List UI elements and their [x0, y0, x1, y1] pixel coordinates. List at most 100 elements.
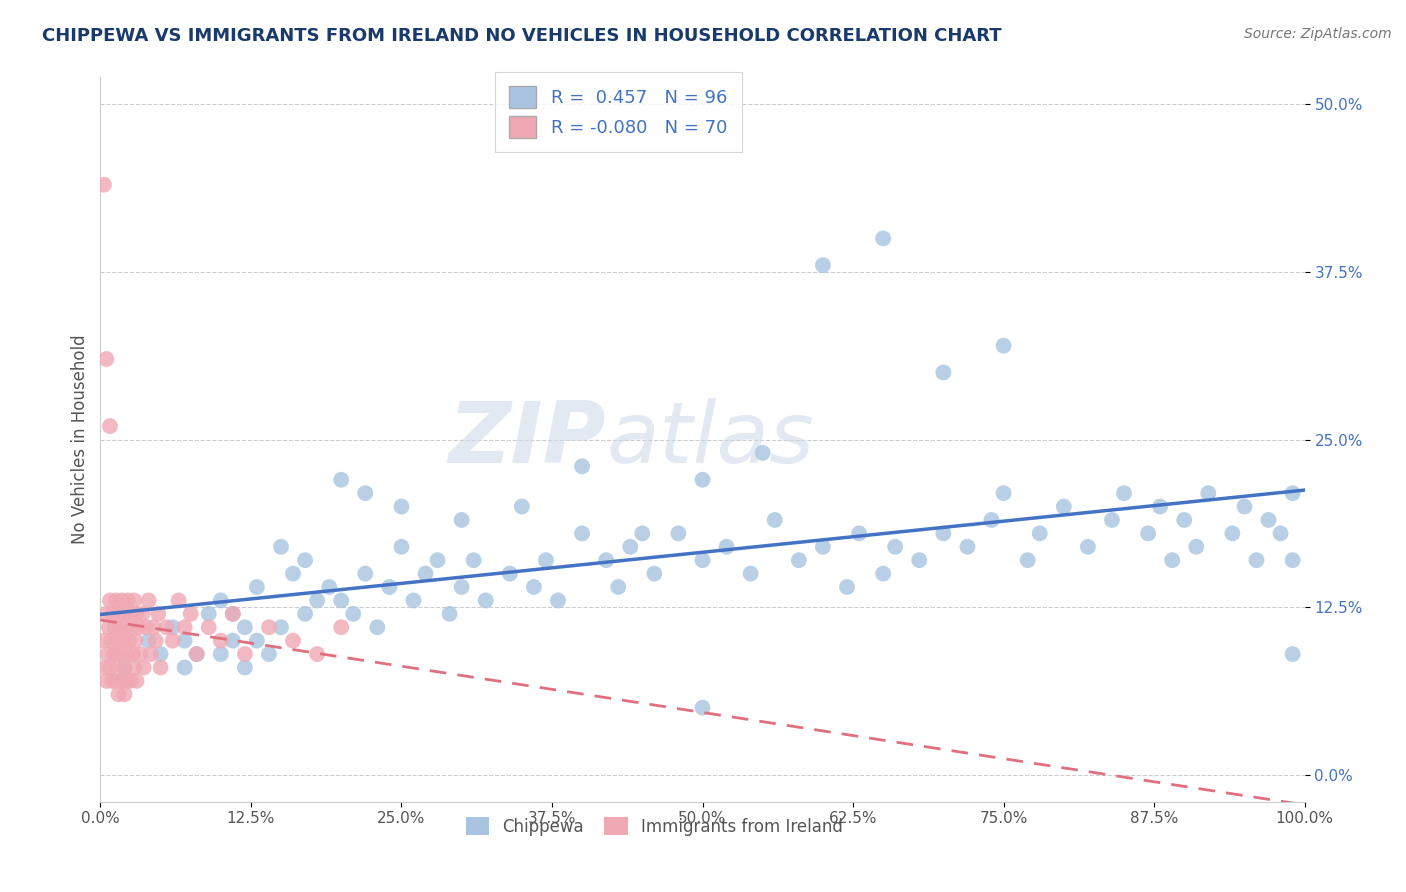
Point: [439, 607, 461, 621]
Point: [980, 513, 1002, 527]
Point: [1149, 500, 1171, 514]
Point: [114, 620, 136, 634]
Point: [115, 647, 138, 661]
Point: [270, 540, 292, 554]
Point: [415, 566, 437, 581]
Point: [138, 633, 160, 648]
Point: [122, 647, 145, 661]
Point: [342, 607, 364, 621]
Point: [122, 660, 145, 674]
Point: [233, 647, 256, 661]
Point: [129, 647, 152, 661]
Point: [872, 231, 894, 245]
Point: [692, 553, 714, 567]
Point: [884, 540, 907, 554]
Point: [209, 633, 232, 648]
Point: [114, 607, 136, 621]
Point: [107, 660, 129, 674]
Point: [110, 647, 132, 661]
Point: [105, 633, 128, 648]
Point: [450, 580, 472, 594]
Point: [330, 620, 353, 634]
Point: [631, 526, 654, 541]
Point: [1281, 553, 1303, 567]
Point: [145, 633, 167, 648]
Point: [463, 553, 485, 567]
Point: [246, 633, 269, 648]
Y-axis label: No Vehicles in Household: No Vehicles in Household: [72, 334, 89, 544]
Point: [307, 647, 329, 661]
Point: [167, 593, 190, 607]
Point: [908, 553, 931, 567]
Point: [114, 660, 136, 674]
Point: [122, 593, 145, 607]
Point: [1270, 526, 1292, 541]
Point: [98, 419, 121, 434]
Point: [787, 553, 810, 567]
Point: [120, 673, 142, 688]
Point: [173, 620, 195, 634]
Point: [281, 633, 304, 648]
Point: [103, 647, 125, 661]
Point: [643, 566, 665, 581]
Point: [108, 620, 131, 634]
Point: [111, 593, 134, 607]
Point: [1028, 526, 1050, 541]
Point: [118, 633, 141, 648]
Point: [1137, 526, 1160, 541]
Point: [104, 673, 127, 688]
Text: ZIP: ZIP: [449, 398, 606, 481]
Point: [139, 647, 162, 661]
Point: [94, 660, 117, 674]
Point: [848, 526, 870, 541]
Point: [107, 687, 129, 701]
Point: [120, 607, 142, 621]
Point: [197, 607, 219, 621]
Point: [378, 580, 401, 594]
Point: [233, 620, 256, 634]
Point: [1173, 513, 1195, 527]
Point: [222, 607, 245, 621]
Point: [1197, 486, 1219, 500]
Point: [173, 660, 195, 674]
Point: [104, 620, 127, 634]
Text: CHIPPEWA VS IMMIGRANTS FROM IRELAND NO VEHICLES IN HOUSEHOLD CORRELATION CHART: CHIPPEWA VS IMMIGRANTS FROM IRELAND NO V…: [42, 27, 1002, 45]
Point: [993, 338, 1015, 352]
Point: [1161, 553, 1184, 567]
Point: [117, 593, 139, 607]
Point: [692, 473, 714, 487]
Legend: Chippewa, Immigrants from Ireland: Chippewa, Immigrants from Ireland: [457, 809, 851, 844]
Point: [138, 593, 160, 607]
Point: [281, 566, 304, 581]
Point: [112, 633, 135, 648]
Point: [307, 593, 329, 607]
Point: [1246, 553, 1268, 567]
Point: [96, 352, 118, 367]
Point: [131, 607, 153, 621]
Point: [499, 566, 522, 581]
Point: [105, 647, 128, 661]
Point: [547, 593, 569, 607]
Point: [97, 620, 120, 634]
Point: [105, 593, 128, 607]
Point: [993, 486, 1015, 500]
Point: [128, 620, 150, 634]
Point: [96, 607, 118, 621]
Point: [1222, 526, 1244, 541]
Point: [114, 660, 136, 674]
Point: [135, 620, 157, 634]
Point: [811, 540, 834, 554]
Point: [209, 593, 232, 607]
Point: [1053, 500, 1076, 514]
Point: [330, 593, 353, 607]
Point: [114, 687, 136, 701]
Point: [101, 607, 124, 621]
Point: [186, 647, 208, 661]
Point: [132, 660, 155, 674]
Point: [474, 593, 496, 607]
Point: [402, 593, 425, 607]
Point: [872, 566, 894, 581]
Point: [595, 553, 617, 567]
Point: [956, 540, 979, 554]
Point: [98, 660, 121, 674]
